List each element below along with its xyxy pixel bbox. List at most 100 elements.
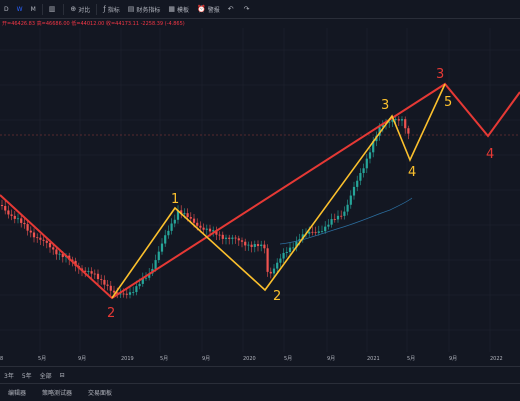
candle-body — [397, 119, 400, 121]
candle-body — [400, 119, 404, 121]
candle-body — [311, 231, 314, 233]
timeframe-m[interactable]: M — [30, 5, 36, 13]
candle-body — [16, 218, 20, 220]
compare-button[interactable]: ⊕ 对比 — [66, 0, 94, 18]
range-3y[interactable]: 3年 — [4, 372, 14, 380]
candle-body — [186, 213, 189, 218]
candle-body — [346, 204, 349, 212]
candle-body — [253, 244, 256, 247]
candle-body — [148, 273, 151, 278]
bar-style-icon: ▥ — [48, 5, 56, 13]
candle-body — [324, 226, 327, 232]
candle-body — [170, 223, 173, 231]
wave-label: 5 — [444, 95, 452, 110]
candle-body — [244, 241, 247, 246]
bar-style-button[interactable]: ▥ — [45, 0, 62, 18]
candle-body — [7, 210, 10, 215]
templates-icon: ▦ — [168, 5, 176, 13]
bottom-panel-tabs: 编辑器 策略测试器 交易面板 — [0, 383, 520, 401]
candle-body — [362, 168, 365, 174]
candle-body — [132, 292, 135, 293]
candle-body — [320, 231, 324, 232]
candle-body — [301, 234, 304, 240]
x-tick-label: 9月 — [449, 356, 457, 362]
candle-body — [340, 215, 343, 217]
candle-body — [224, 237, 228, 239]
candle-body — [314, 232, 317, 234]
x-axis-ticks: 8 5月 9月 2019 5月 9月 2020 5月 9月 2021 5月 9月 2022 — [0, 356, 503, 362]
timeframe-w[interactable]: W — [16, 5, 23, 13]
candle-body — [23, 222, 26, 225]
candle-body — [234, 237, 237, 239]
candle-body — [167, 230, 170, 236]
chart-grid — [0, 28, 520, 352]
wave-label: 3 — [381, 98, 389, 113]
financials-label: 财务指标 — [136, 6, 161, 14]
range-5y[interactable]: 5年 — [21, 372, 32, 380]
candle-body — [240, 240, 244, 242]
candle-body — [116, 292, 119, 294]
candle-body — [173, 219, 176, 224]
candle-body — [215, 230, 218, 235]
undo-button[interactable]: ↶ — [224, 0, 240, 18]
alert-button[interactable]: ⏰ 警报 — [193, 0, 224, 18]
candle-body — [237, 238, 240, 241]
range-all[interactable]: 全部 — [39, 372, 52, 380]
candle-body — [202, 227, 205, 230]
candle-body — [138, 283, 141, 287]
candle-body — [61, 253, 64, 258]
ohlc-low: 低=44012.00 — [71, 21, 105, 27]
candle-body — [4, 206, 7, 211]
candle-body — [26, 224, 29, 231]
templates-label: 模板 — [177, 6, 190, 14]
tab-editor[interactable]: 编辑器 — [8, 390, 27, 397]
alert-icon: ⏰ — [197, 5, 206, 13]
candle-body — [10, 214, 13, 216]
calendar-icon[interactable]: ⊟ — [59, 371, 65, 379]
candle-body — [263, 244, 266, 249]
candle-body — [250, 244, 253, 247]
wave-label: 1 — [171, 192, 179, 207]
tab-trading-panel[interactable]: 交易面板 — [88, 390, 113, 397]
tab-strategy-tester[interactable]: 策略测试器 — [42, 390, 73, 397]
candle-body — [55, 249, 58, 255]
candle-body — [45, 240, 48, 243]
x-tick-label: 5月 — [38, 356, 46, 362]
candle-body — [221, 234, 224, 239]
candle-body — [58, 253, 61, 255]
candle-body — [272, 268, 276, 274]
compare-label: 对比 — [78, 6, 91, 14]
candle-body — [106, 284, 109, 286]
candles — [0, 116, 410, 299]
candle-body — [381, 124, 384, 128]
x-tick-label: 5月 — [407, 356, 415, 362]
candle-body — [205, 228, 208, 230]
redo-button[interactable]: ↷ — [240, 0, 256, 18]
x-tick-label: 8 — [0, 356, 3, 362]
candle-body — [48, 242, 52, 248]
candle-body — [122, 293, 125, 295]
candle-body — [109, 285, 112, 291]
candle-body — [256, 244, 260, 247]
candle-body — [96, 273, 100, 280]
candle-body — [269, 271, 272, 274]
candle-body — [87, 271, 90, 272]
candle-body — [372, 141, 375, 153]
candle-body — [388, 121, 391, 123]
candle-body — [327, 224, 330, 227]
templates-button[interactable]: ▦ 模板 — [164, 0, 193, 18]
candle-body — [231, 237, 234, 239]
wave-line-red — [0, 82, 520, 300]
financials-button[interactable]: ▤ 财务指标 — [124, 0, 165, 18]
x-tick-label: 2022 — [490, 356, 503, 362]
alert-label: 警报 — [207, 6, 220, 14]
indicators-button[interactable]: ƒ 指标 — [99, 0, 123, 18]
top-toolbar: D W M ▥ ⊕ 对比 ƒ 指标 ▤ 财务指标 ▦ 模板 ⏰ 警报 ↶ ↷ — [0, 0, 520, 19]
compare-icon: ⊕ — [70, 5, 77, 13]
toolbar-divider — [63, 3, 65, 15]
candle-body — [157, 251, 160, 261]
timeframe-d[interactable]: D — [4, 5, 9, 13]
moving-average-line — [279, 197, 413, 245]
